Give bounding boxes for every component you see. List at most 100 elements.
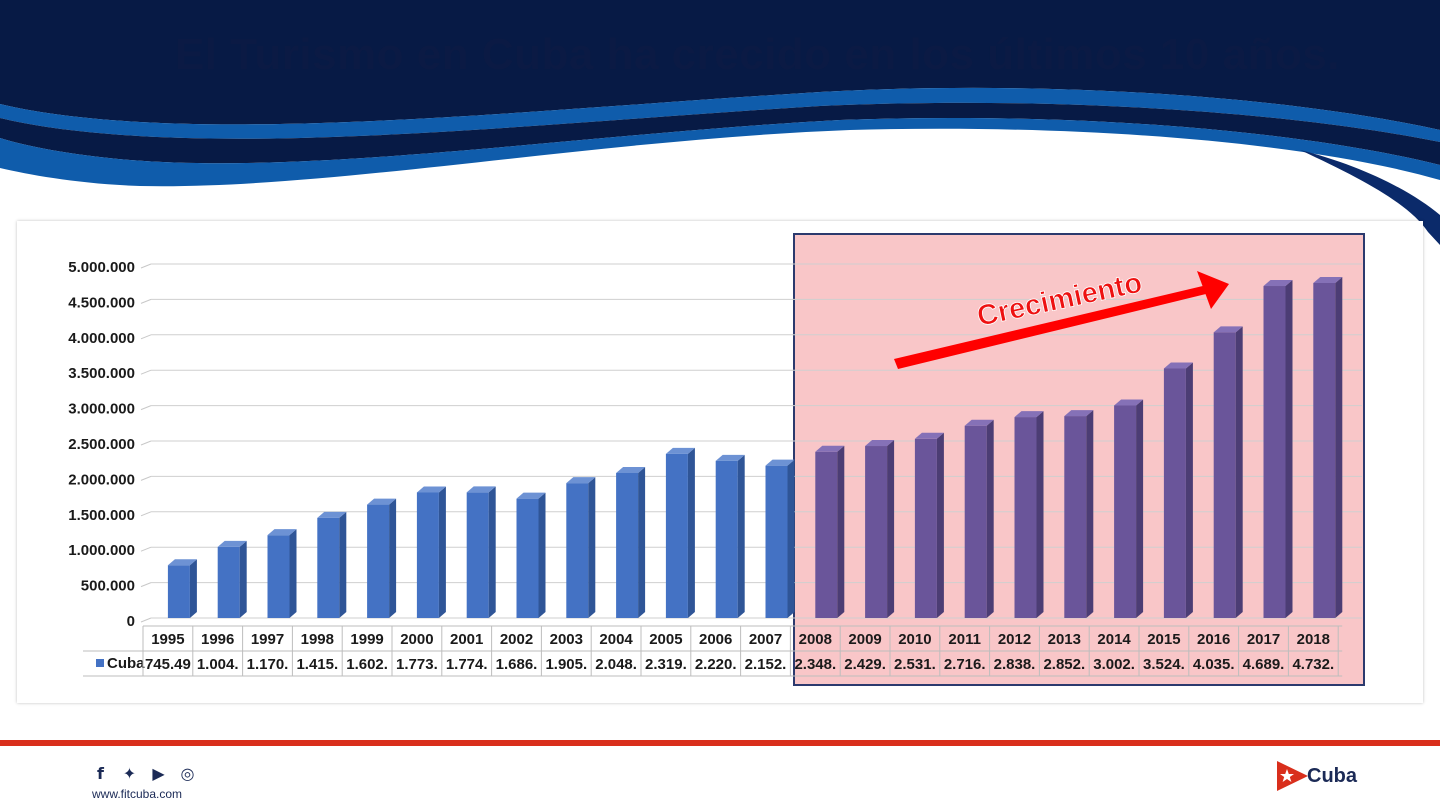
bar-top-2001 bbox=[466, 486, 496, 493]
bar-front-1999 bbox=[367, 504, 390, 618]
y-tick-label: 4.500.000 bbox=[68, 294, 135, 311]
x-tick-label-1997: 1997 bbox=[251, 631, 284, 648]
data-label-1997: 1.170. bbox=[247, 656, 289, 673]
bar-side-2014 bbox=[1136, 399, 1144, 618]
bar-side-2015 bbox=[1185, 362, 1193, 618]
instagram-icon[interactable]: ◎ bbox=[180, 764, 195, 783]
bar-side-2011 bbox=[986, 419, 994, 618]
website-link[interactable]: www.fitcuba.com bbox=[92, 787, 183, 801]
bar-front-2006 bbox=[715, 460, 738, 618]
bar-1998 bbox=[317, 511, 347, 618]
data-label-2017: 4.689. bbox=[1243, 656, 1285, 673]
bar-2011 bbox=[964, 419, 994, 618]
x-tick-label-2013: 2013 bbox=[1048, 631, 1081, 648]
bar-front-2017 bbox=[1263, 286, 1286, 618]
bar-front-2010 bbox=[914, 438, 937, 618]
x-tick-label-2012: 2012 bbox=[998, 631, 1031, 648]
y-tick-label: 1.500.000 bbox=[68, 507, 135, 524]
data-label-1996: 1.004. bbox=[197, 656, 239, 673]
legend-swatch bbox=[96, 659, 104, 667]
brand-name: Cuba bbox=[1307, 765, 1357, 787]
gridline-depth bbox=[140, 440, 152, 446]
y-tick-label: 5.000.000 bbox=[68, 259, 135, 276]
bar-front-2008 bbox=[815, 451, 838, 618]
header-banner: El Turismo en Cuba ha crecido en los últ… bbox=[0, 0, 1440, 250]
bar-side-2013 bbox=[1086, 410, 1094, 618]
bar-1995 bbox=[167, 559, 197, 618]
bar-top-2006 bbox=[715, 454, 745, 461]
y-tick-label: 0 bbox=[127, 613, 135, 630]
bar-side-2000 bbox=[438, 486, 446, 618]
bar-front-2002 bbox=[516, 498, 539, 618]
gridline-depth bbox=[140, 263, 152, 269]
facebook-icon[interactable]: f bbox=[97, 764, 104, 783]
bar-top-1996 bbox=[217, 540, 247, 547]
bar-front-2012 bbox=[1014, 417, 1037, 618]
bar-front-2009 bbox=[865, 446, 888, 618]
bar-chart: 0 500.000 1.000.000 1.500.000 2.000.000 2.500… bbox=[68, 233, 1365, 686]
bar-top-1997 bbox=[267, 529, 297, 536]
data-label-2018: 4.732. bbox=[1292, 656, 1334, 673]
bar-top-2004 bbox=[616, 467, 646, 474]
data-label-2003: 1.905. bbox=[545, 656, 587, 673]
bar-1996 bbox=[217, 540, 247, 618]
bar-side-2010 bbox=[936, 432, 944, 618]
bar-top-2009 bbox=[865, 440, 895, 447]
youtube-icon[interactable]: ▶ bbox=[152, 764, 165, 783]
bar-2010 bbox=[914, 432, 944, 618]
gridline-depth bbox=[140, 405, 152, 411]
bar-side-2008 bbox=[837, 445, 845, 618]
gridline-depth bbox=[140, 369, 152, 375]
bar-front-1995 bbox=[167, 565, 190, 618]
bar-top-2007 bbox=[765, 459, 795, 466]
bar-top-2002 bbox=[516, 492, 546, 499]
x-tick-label-1999: 1999 bbox=[350, 631, 383, 648]
x-tick-label-2018: 2018 bbox=[1297, 631, 1330, 648]
bar-front-2016 bbox=[1213, 332, 1236, 618]
y-tick-label: 3.500.000 bbox=[68, 365, 135, 382]
slide-title: El Turismo en Cuba ha crecido en los últ… bbox=[174, 30, 1341, 79]
legend-series-name: Cuba bbox=[107, 655, 145, 672]
bar-front-1998 bbox=[317, 517, 340, 618]
bar-front-2018 bbox=[1313, 282, 1336, 618]
bar-2016 bbox=[1213, 326, 1243, 618]
data-label-2006: 2.220. bbox=[695, 656, 737, 673]
bar-top-1995 bbox=[167, 559, 197, 566]
bar-top-1999 bbox=[367, 498, 397, 505]
x-tick-label-2002: 2002 bbox=[500, 631, 533, 648]
bar-side-2017 bbox=[1285, 280, 1293, 618]
data-label-2008: 2.348. bbox=[794, 656, 836, 673]
data-label-2001: 1.774. bbox=[446, 656, 488, 673]
bar-front-2003 bbox=[566, 483, 589, 618]
data-label-1998: 1.415. bbox=[296, 656, 338, 673]
bar-2008 bbox=[815, 445, 845, 618]
bar-side-2007 bbox=[787, 459, 795, 618]
twitter-icon[interactable]: ✦ bbox=[122, 764, 137, 783]
bar-2014 bbox=[1114, 399, 1144, 618]
bar-side-2002 bbox=[538, 492, 546, 618]
x-tick-label-2014: 2014 bbox=[1097, 631, 1131, 648]
x-tick-label-2016: 2016 bbox=[1197, 631, 1230, 648]
gridline-depth bbox=[140, 511, 152, 517]
chart-frame: 0 500.000 1.000.000 1.500.000 2.000.000 2.500… bbox=[17, 221, 1423, 703]
x-tick-label-2005: 2005 bbox=[649, 631, 682, 648]
social-links: f ✦ ▶ ◎ bbox=[92, 765, 208, 784]
bar-front-2014 bbox=[1114, 405, 1137, 618]
data-label-2002: 1.686. bbox=[496, 656, 538, 673]
bar-2012 bbox=[1014, 411, 1044, 618]
bar-top-1998 bbox=[317, 511, 347, 518]
bar-2001 bbox=[466, 486, 496, 618]
bar-side-2001 bbox=[488, 486, 496, 618]
gridline-depth bbox=[140, 546, 152, 552]
x-tick-label-2009: 2009 bbox=[848, 631, 881, 648]
bar-side-1998 bbox=[339, 511, 347, 618]
bar-front-2007 bbox=[765, 465, 788, 618]
data-label-2011: 2.716. bbox=[944, 656, 986, 673]
bar-front-1997 bbox=[267, 535, 290, 618]
data-label-2014: 3.002. bbox=[1093, 656, 1135, 673]
bar-front-2001 bbox=[466, 492, 489, 618]
bar-front-2013 bbox=[1064, 416, 1087, 618]
x-tick-label-2010: 2010 bbox=[898, 631, 931, 648]
bar-2018 bbox=[1313, 276, 1343, 618]
bar-top-2016 bbox=[1213, 326, 1243, 333]
